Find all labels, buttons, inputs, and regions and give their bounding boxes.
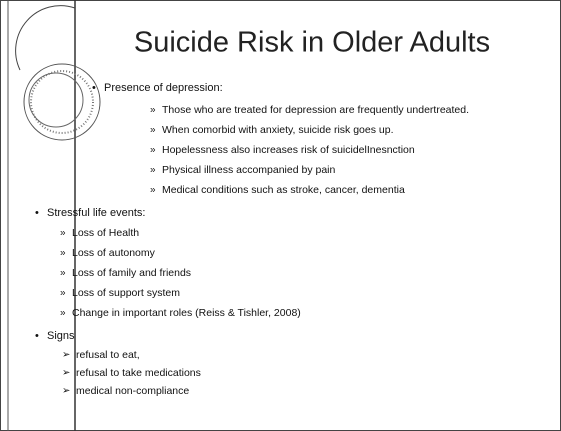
decor-arc — [15, 5, 76, 71]
decor-circle — [23, 63, 101, 141]
item-marker: » — [60, 268, 66, 279]
list-item: Loss of autonomy — [72, 247, 156, 259]
item-marker: » — [150, 105, 156, 116]
list-item: Loss of Health — [72, 227, 139, 239]
list-item: Loss of family and friends — [72, 267, 191, 279]
item-marker: » — [150, 185, 156, 196]
list-item: Loss of support system — [72, 287, 180, 299]
bullet: • — [35, 207, 39, 219]
section-heading: Signs — [47, 330, 75, 342]
decor-circle-dotted — [30, 70, 94, 134]
item-marker: » — [150, 165, 156, 176]
section-heading: Stressful life events: — [47, 207, 145, 219]
list-item: Change in important roles (Reiss & Tishl… — [72, 307, 301, 319]
list-item: refusal to eat, — [76, 349, 140, 361]
list-item: Those who are treated for depression are… — [162, 104, 469, 116]
list-item: refusal to take medications — [76, 367, 201, 379]
slide-title: Suicide Risk in Older Adults — [134, 27, 490, 59]
list-item: When comorbid with anxiety, suicide risk… — [162, 124, 394, 136]
bullet: • — [92, 82, 96, 94]
item-marker: » — [150, 145, 156, 156]
item-marker: ➢ — [62, 350, 70, 361]
section-heading: Presence of depression: — [104, 82, 223, 94]
decor-circle-inner — [28, 72, 84, 128]
item-marker: ➢ — [62, 368, 70, 379]
item-marker: » — [60, 228, 66, 239]
item-marker: » — [60, 288, 66, 299]
list-item: Physical illness accompanied by pain — [162, 164, 336, 176]
item-marker: » — [60, 248, 66, 259]
list-item: medical non-compliance — [76, 385, 189, 397]
item-marker: » — [150, 125, 156, 136]
list-item: Medical conditions such as stroke, cance… — [162, 184, 405, 196]
list-item: Hopelessness also increases risk of suic… — [162, 144, 415, 156]
item-marker: ➢ — [62, 386, 70, 397]
item-marker: » — [60, 308, 66, 319]
bullet: • — [35, 330, 39, 342]
